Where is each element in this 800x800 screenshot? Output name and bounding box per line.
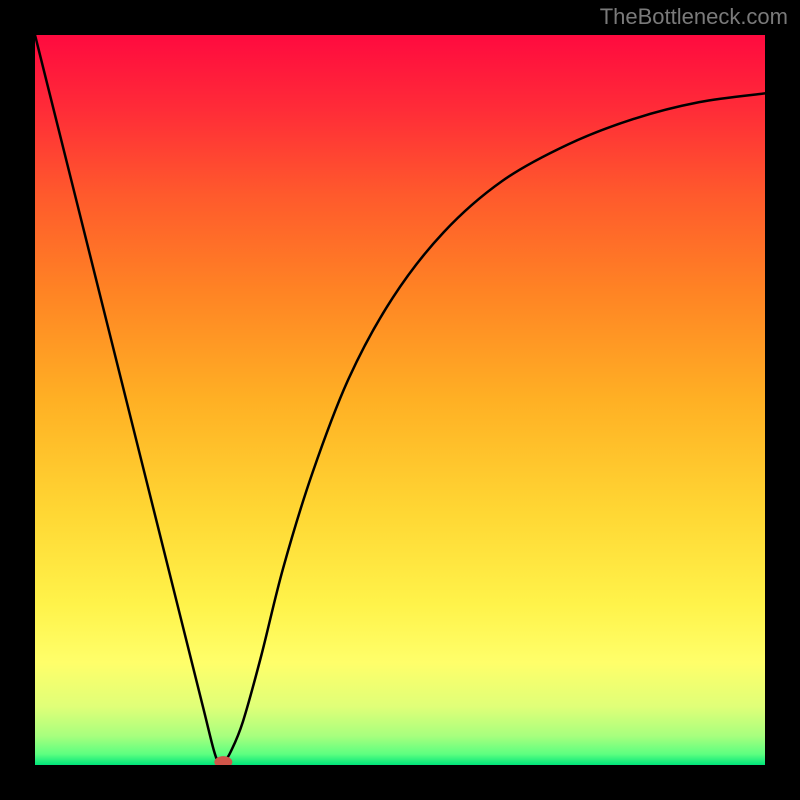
curve-plot — [35, 35, 765, 765]
chart-frame: TheBottleneck.com — [0, 0, 800, 800]
gradient-background — [35, 35, 765, 765]
watermark-text: TheBottleneck.com — [600, 4, 788, 30]
plot-area — [35, 35, 765, 765]
